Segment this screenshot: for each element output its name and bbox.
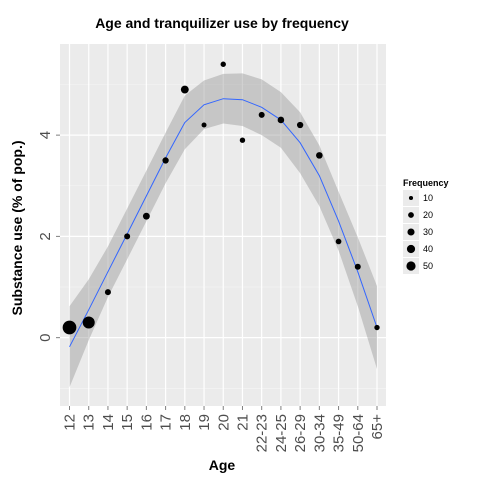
y-axis-title: Substance use (% of pop.) [9,140,25,315]
y-tick-label: 2 [37,232,54,240]
x-tick-label: 30-34 [311,414,328,452]
legend-key [406,261,416,271]
x-tick-label: 14 [100,414,117,431]
legend-key [407,228,415,236]
x-axis-title: Age [209,457,236,473]
data-point [335,238,342,245]
data-point [180,85,189,94]
x-tick-label: 16 [138,414,155,431]
legend-label: 50 [423,261,433,271]
x-tick-label: 21 [235,414,252,431]
data-point [220,61,226,67]
data-point [258,111,265,118]
data-point [104,289,111,296]
x-tick-label: 26-29 [292,414,309,452]
data-point [82,316,95,329]
x-tick-label: 13 [81,414,98,431]
data-point [201,122,207,128]
legend-label: 40 [423,244,433,254]
x-tick-label: 22-23 [254,414,271,452]
legend-key [406,244,416,254]
data-point [296,121,304,129]
legend-label: 30 [423,227,433,237]
legend-key [408,212,414,218]
data-point [354,263,361,270]
data-point [239,137,246,143]
x-tick-label: 15 [119,414,136,431]
data-point [142,212,150,220]
chart-title: Age and tranquilizer use by frequency [95,15,349,31]
data-point [316,152,323,159]
data-point [62,320,77,335]
x-tick-label: 50-64 [350,414,367,452]
data-point [277,116,285,124]
x-tick-label: 20 [215,414,232,431]
x-tick-label: 17 [158,414,175,431]
y-tick-label: 0 [37,334,54,342]
legend-label: 10 [423,193,433,203]
legend-label: 20 [423,210,433,220]
confidence-band [69,73,377,388]
x-tick-label: 19 [196,414,213,431]
x-tick-label: 12 [62,414,79,431]
x-tick-label: 18 [177,414,194,431]
y-tick-label: 4 [37,131,54,139]
smooth-line [69,98,378,348]
x-tick-label: 35-49 [331,414,348,452]
data-point [124,233,131,240]
legend-key [408,195,414,201]
x-tick-label: 65+ [369,414,386,440]
data-point [374,324,380,331]
data-point [162,157,169,164]
legend-title: Frequency [403,178,449,188]
x-tick-label: 24-25 [273,414,290,452]
